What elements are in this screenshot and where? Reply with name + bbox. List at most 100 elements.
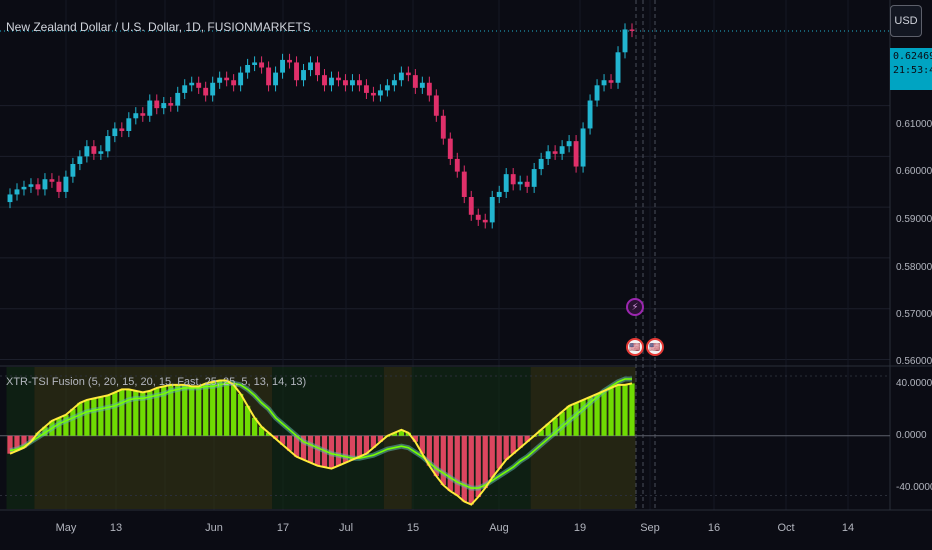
candle-body [482, 219, 488, 223]
histogram-bar [377, 435, 384, 442]
histogram-bar [300, 435, 307, 460]
histogram-bar [286, 435, 293, 451]
histogram-bar [335, 435, 342, 466]
candle-body [231, 80, 237, 86]
price-tick: 0.60000 [896, 166, 932, 177]
histogram-bar [622, 384, 628, 436]
histogram-bar [475, 435, 481, 498]
time-tick: May [55, 522, 77, 534]
candle-body [426, 82, 432, 96]
histogram-bar [461, 435, 467, 502]
histogram-bar [538, 429, 544, 436]
candle-body [273, 72, 279, 86]
candle-body [587, 100, 593, 129]
candle-body [77, 156, 83, 164]
candle-body [238, 72, 244, 86]
candle-body [7, 194, 13, 203]
candle-body [266, 67, 272, 86]
histogram-bar [510, 435, 516, 454]
histogram-bar [63, 414, 69, 436]
histogram-bar [77, 402, 83, 436]
histogram-bar [126, 389, 132, 436]
histogram-bar [91, 398, 97, 436]
price-tick: 0.57000 [896, 309, 932, 320]
histogram-bar [56, 417, 62, 436]
histogram-bar [105, 395, 111, 436]
histogram-bar [147, 390, 153, 436]
candle-body [384, 85, 390, 91]
price-tick: 0.58000 [896, 262, 932, 273]
candle-body [21, 186, 27, 190]
histogram-bar [28, 435, 34, 442]
histogram-bar [356, 435, 363, 457]
candle-body [363, 85, 369, 93]
histogram-bar [84, 399, 90, 436]
histogram-bar [168, 384, 174, 436]
candle-body [517, 181, 523, 185]
time-tick: 17 [276, 522, 290, 534]
candle-body [552, 151, 558, 154]
indicator-tick: 0.0000 [896, 430, 927, 441]
candle-body [147, 100, 153, 116]
histogram-bar [426, 435, 432, 466]
histogram-bar [70, 408, 76, 436]
histogram-bar [258, 426, 265, 436]
histogram-bar [601, 390, 607, 436]
candle-body [377, 90, 383, 96]
time-tick: 16 [707, 522, 721, 534]
candle-body [112, 128, 118, 137]
candle-body [573, 141, 579, 167]
candle-body [622, 29, 628, 53]
histogram-bar [231, 384, 237, 436]
histogram-bar [482, 435, 488, 489]
candle-body [433, 95, 439, 116]
histogram-bar [363, 435, 370, 454]
candle-body [461, 171, 467, 197]
candle-body [140, 113, 146, 116]
candle-body [412, 75, 418, 88]
candle-body [489, 196, 495, 223]
candle-body [496, 191, 502, 197]
candle-body [168, 103, 174, 106]
histogram-bar [545, 423, 551, 436]
us-flag-event-icon[interactable]: 🇺🇸 [646, 338, 664, 356]
histogram-bar [419, 435, 425, 454]
bar-countdown: 21:53:48 [893, 65, 932, 76]
histogram-bar [587, 396, 593, 436]
histogram-bar [21, 435, 27, 448]
candle-body [329, 77, 334, 86]
candle-body [447, 138, 453, 159]
candle-body [14, 189, 20, 195]
candle-body [182, 85, 188, 93]
histogram-bar [370, 435, 377, 448]
price-tick: 0.61000 [896, 119, 932, 130]
candle-body [196, 82, 202, 88]
candle-body [440, 115, 446, 139]
candle-body [28, 184, 34, 187]
histogram-bar [210, 381, 216, 436]
histogram-bar [119, 389, 125, 436]
us-flag-event-icon[interactable]: 🇺🇸 [626, 338, 644, 356]
currency-button[interactable]: USD [890, 5, 922, 37]
candle-body [370, 92, 376, 96]
histogram-bar [307, 435, 314, 463]
candle-body [343, 80, 348, 86]
histogram-bar [293, 435, 300, 457]
histogram-bar [154, 387, 160, 436]
histogram-bar [238, 393, 244, 436]
candle-body [608, 80, 614, 83]
candle-body [154, 100, 160, 109]
lightning-event-icon[interactable]: ⚡ [626, 298, 644, 316]
histogram-bar [112, 392, 118, 436]
candle-body [559, 146, 565, 154]
histogram-bar [580, 399, 586, 436]
price-tick: 0.59000 [896, 214, 932, 225]
histogram-bar [440, 435, 446, 486]
candle-body [419, 82, 425, 88]
candle-body [175, 92, 181, 106]
histogram-bar [433, 435, 439, 477]
time-tick: Aug [489, 522, 509, 534]
histogram-bar [314, 435, 321, 466]
candle-body [105, 136, 111, 152]
